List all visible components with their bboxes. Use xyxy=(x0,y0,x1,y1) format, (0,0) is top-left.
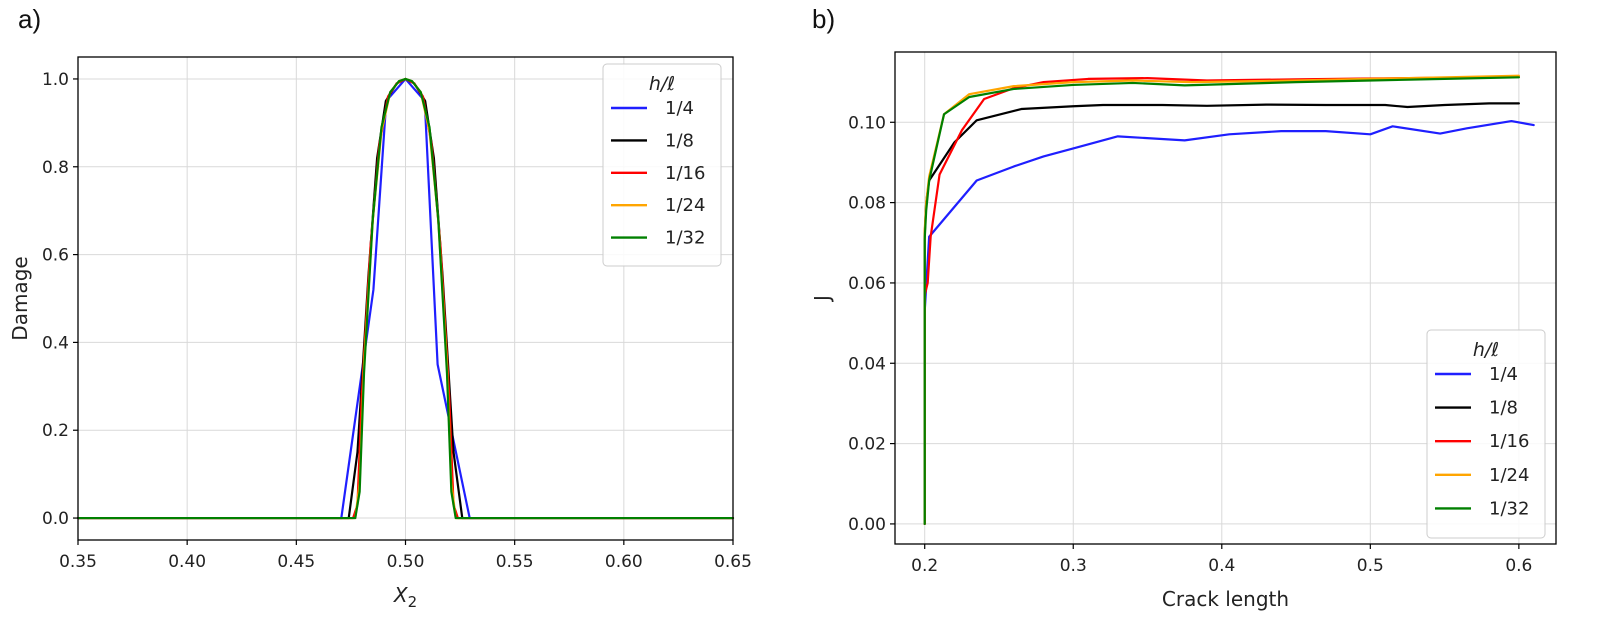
panel-a-x-tick-label-5: 0.60 xyxy=(605,552,643,572)
panel-a-x-tick-label-1: 0.40 xyxy=(168,552,206,572)
panel-a-legend-label-0: 1/4 xyxy=(665,98,694,119)
panel-a-y-tick-label-2: 0.4 xyxy=(42,333,69,353)
panel-b-y-tick-label-4: 0.08 xyxy=(848,194,886,214)
panel-b-x-tick-label-0: 0.2 xyxy=(911,556,938,576)
panel-b-x-tick-label-2: 0.4 xyxy=(1208,556,1235,576)
panel-a-label: a) xyxy=(18,4,41,34)
panel-a-chart: a) 0.35 0.40 0.45 0.50 0.55 0.60 0.65 0.0 0.2 0.4… xyxy=(8,4,752,611)
panel-b-y-tick-label-2: 0.04 xyxy=(848,354,886,374)
panel-b-y-tick-label-1: 0.02 xyxy=(848,435,886,455)
panel-b-series-line-1-4 xyxy=(923,119,1535,526)
panel-a-legend-label-4: 1/32 xyxy=(665,228,705,249)
panel-a-y-axis-label: Damage xyxy=(8,256,32,340)
panel-b-y-tick-label-3: 0.06 xyxy=(848,274,886,294)
panel-a-x-tick-label-6: 0.65 xyxy=(714,552,752,572)
panel-b-label: b) xyxy=(812,4,835,34)
panel-a-xlabel-sub: 2 xyxy=(408,593,418,611)
svg-text:X2: X2 xyxy=(393,583,417,611)
panel-a-ticks: 0.35 0.40 0.45 0.50 0.55 0.60 0.65 0.0 0.2 0.4 0.6… xyxy=(42,70,752,572)
panel-a-y-tick-label-4: 0.8 xyxy=(42,158,69,178)
panel-a-series-line-1-32 xyxy=(76,77,735,520)
panel-a-x-tick-label-3: 0.50 xyxy=(387,552,425,572)
panel-b-y-tick-label-5: 0.10 xyxy=(848,113,886,133)
panel-a-legend-title: h/ℓ xyxy=(649,73,675,95)
panel-b-axes-frame xyxy=(894,51,1557,545)
panel-a-lines xyxy=(76,77,735,520)
panel-a-y-tick-label-1: 0.2 xyxy=(42,421,69,441)
panel-b-chart: b) 0.2 0.3 0.4 0.5 0.60.000.020.040.060.080.… xyxy=(810,4,1557,611)
panel-b-legend-label-0: 1/4 xyxy=(1489,364,1518,385)
panel-b-legend-label-2: 1/16 xyxy=(1489,431,1529,452)
panel-b-x-tick-label-1: 0.3 xyxy=(1060,556,1087,576)
panel-b-legend-box xyxy=(1426,329,1546,539)
panel-a-x-tick-label-2: 0.45 xyxy=(277,552,315,572)
panel-b-legend-label-4: 1/32 xyxy=(1489,498,1529,519)
panel-b-x-axis-label: Crack length xyxy=(1162,587,1289,611)
panel-b-legend-label-3: 1/24 xyxy=(1489,465,1529,486)
panel-a-legend-label-3: 1/24 xyxy=(665,195,705,216)
panel-a-x-axis-label: X2 xyxy=(393,583,417,611)
panel-a-x-tick-label-4: 0.55 xyxy=(496,552,534,572)
panel-a-legend: h/ℓ 1/4 1/8 1/16 1/24 1/32 xyxy=(602,63,722,267)
panel-b-ticks: 0.2 0.3 0.4 0.5 0.6 0.00 0.02 0.04 0.06 0.08 0.10 xyxy=(848,113,1532,576)
panel-b-y-tick-label-0: 0.00 xyxy=(848,515,886,535)
panel-b-xlabel-text: Crack length xyxy=(1162,587,1289,611)
panel-a-y-tick-label-3: 0.6 xyxy=(42,246,69,266)
panel-b-x-tick-label-3: 0.5 xyxy=(1357,556,1384,576)
panel-a-xlabel-main: X xyxy=(393,583,409,607)
panel-b-series-line-1-32 xyxy=(923,76,1520,526)
panel-a-y-tick-label-5: 1.0 xyxy=(42,70,69,90)
panel-a-legend-box xyxy=(602,63,722,267)
panel-b-legend-title: h/ℓ xyxy=(1473,339,1499,361)
panel-a-legend-label-1: 1/8 xyxy=(665,130,694,151)
panel-a-legend-label-2: 1/16 xyxy=(665,163,705,184)
panel-b-legend: h/ℓ 1/4 1/8 1/16 1/24 1/32 xyxy=(1426,329,1546,539)
panel-b-x-tick-label-4: 0.6 xyxy=(1505,556,1532,576)
panel-b-legend-label-1: 1/8 xyxy=(1489,398,1518,419)
panel-a-y-tick-label-0: 0.0 xyxy=(42,509,69,529)
panel-a-x-tick-label-0: 0.35 xyxy=(59,552,97,572)
panel-b-y-axis-label: J xyxy=(810,295,834,303)
panel-b-lines xyxy=(923,74,1535,526)
